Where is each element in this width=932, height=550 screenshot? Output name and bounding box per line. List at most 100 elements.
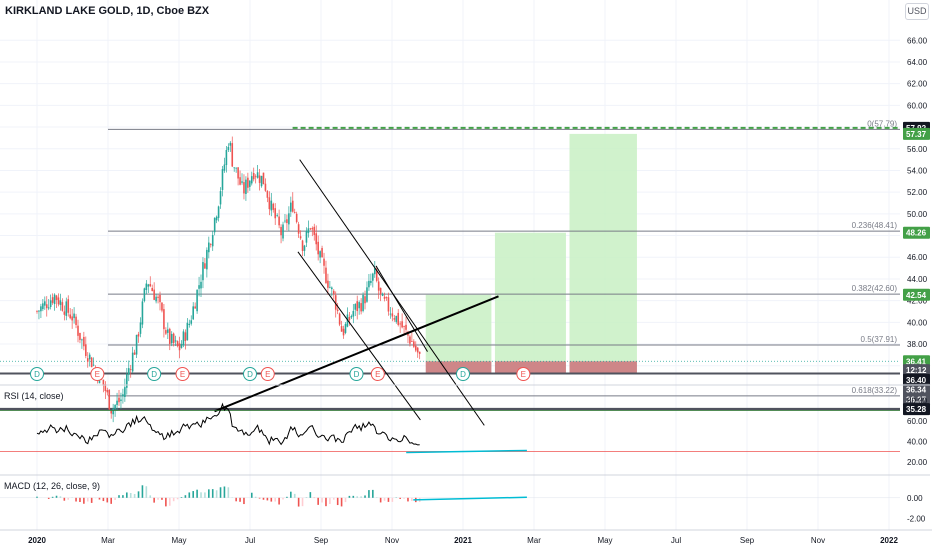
event-label: E	[180, 370, 185, 379]
price-badge-label: 57.37	[906, 130, 927, 139]
candle-body	[147, 284, 150, 287]
price-badge	[903, 383, 930, 396]
candle-body	[309, 228, 312, 230]
candle-body	[63, 311, 66, 315]
candle-body	[321, 248, 323, 258]
candles	[36, 136, 421, 423]
rsi-tick: 40.00	[907, 437, 928, 446]
macd-tick: 0.00	[907, 494, 923, 503]
candle-body	[141, 301, 144, 325]
macd-histogram-bar	[344, 497, 347, 503]
candle-body	[360, 303, 362, 312]
price-tick: 40.00	[907, 318, 928, 327]
macd-histogram-bar	[411, 497, 413, 502]
target-zone	[425, 294, 492, 362]
candle-body	[38, 310, 40, 312]
candle-body	[260, 175, 263, 187]
currency-button[interactable]: USD	[905, 3, 929, 20]
event-label: D	[151, 370, 157, 379]
price-tick: 60.00	[907, 101, 928, 110]
candle-body	[223, 164, 226, 171]
candle-body	[155, 296, 157, 302]
macd-label: MACD (12, 26, close, 9)	[4, 481, 101, 491]
macd-histogram-bar	[51, 496, 54, 498]
macd-histogram-bar	[63, 497, 66, 501]
candle-body	[61, 302, 64, 311]
candle-body	[352, 310, 355, 317]
candle-body	[81, 339, 83, 341]
macd-histogram-bar	[364, 495, 366, 498]
candle-body	[168, 328, 171, 344]
macd-histogram-bar	[126, 492, 128, 498]
candle-body	[129, 368, 132, 370]
event-label: D	[34, 370, 40, 379]
macd-histogram-bar	[293, 493, 296, 498]
candle-body	[344, 323, 347, 333]
price-tick: 44.00	[907, 275, 928, 284]
rsi-divergence-line	[406, 449, 527, 454]
candle-body	[120, 399, 122, 401]
candle-body	[215, 216, 218, 221]
macd-histogram-bar	[309, 492, 312, 498]
candle-body	[176, 341, 179, 347]
macd-histogram-bar	[219, 487, 222, 498]
dividend-marker	[147, 367, 162, 381]
time-tick: Nov	[811, 536, 825, 545]
macd-histogram-bar	[387, 497, 390, 502]
macd-histogram-bar	[340, 497, 343, 507]
time-tick: May	[597, 536, 612, 545]
candle-body	[368, 280, 370, 288]
candle-body	[182, 331, 185, 346]
candle-body	[383, 296, 386, 299]
price-tick: 52.00	[907, 188, 928, 197]
macd-histogram-bar	[176, 497, 179, 500]
time-tick: Sep	[740, 536, 755, 545]
price-badge-label: 36.34	[906, 386, 927, 395]
candle-body	[47, 307, 50, 309]
event-label: E	[265, 370, 270, 379]
event-label: D	[247, 370, 253, 379]
time-tick: 2022	[880, 536, 898, 545]
macd-histogram-bar	[336, 497, 339, 506]
macd-histogram-bar	[137, 491, 140, 498]
candle-body	[301, 240, 304, 251]
candle-body	[305, 230, 308, 243]
earnings-marker	[516, 367, 531, 381]
macd-histogram-bar	[161, 497, 163, 500]
candle-body	[282, 224, 284, 239]
candle-body	[381, 293, 384, 296]
macd-histogram-bar	[129, 492, 132, 498]
candle-body	[127, 368, 130, 375]
candle-body	[264, 183, 267, 191]
candle-body	[198, 285, 200, 289]
time-tick: Sep	[314, 536, 329, 545]
candle-body	[77, 325, 79, 336]
candle-body	[139, 322, 142, 334]
macd-histogram-bar	[36, 496, 38, 498]
candle-body	[399, 323, 401, 325]
candle-body	[90, 357, 93, 368]
candle-body	[366, 287, 368, 302]
candle-body	[118, 397, 120, 403]
candle-body	[208, 242, 210, 253]
macd-histogram-bar	[180, 497, 183, 498]
candle-body	[161, 302, 163, 311]
candle-body	[237, 167, 239, 179]
price-tick: 46.00	[907, 253, 928, 262]
macd-histogram-bar	[196, 489, 198, 498]
candle-body	[67, 299, 70, 313]
candle-body	[110, 410, 112, 414]
candle-body	[206, 249, 208, 270]
candle-body	[288, 213, 290, 225]
macd-histogram-bar	[368, 490, 370, 498]
price-badge	[903, 127, 930, 140]
macd-histogram-bar	[83, 497, 85, 504]
candle-body	[202, 262, 204, 281]
candle-body	[340, 326, 343, 332]
macd-histogram-bar	[262, 497, 265, 500]
candle-body	[372, 273, 374, 281]
macd-histogram-bar	[348, 495, 351, 498]
candle-body	[411, 341, 413, 342]
macd-histogram-bar	[188, 492, 191, 498]
